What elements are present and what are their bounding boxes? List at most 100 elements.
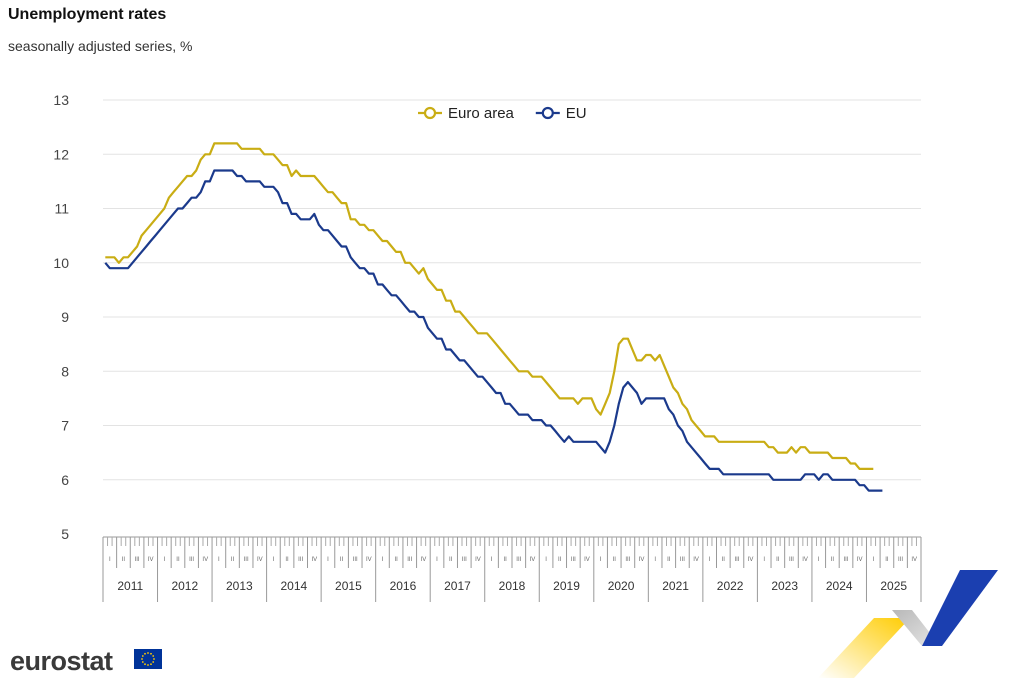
quarter-label: IV — [257, 557, 263, 563]
y-tick-label: 10 — [53, 255, 69, 271]
quarter-label: II — [285, 557, 289, 563]
quarter-label: IV — [475, 557, 481, 563]
series-line[interactable] — [105, 142, 874, 470]
eurostat-logo: eurostat — [10, 646, 113, 676]
quarter-label: III — [407, 557, 412, 563]
quarter-label: II — [776, 557, 780, 563]
y-axis-labels: 5 6 7 8 9 10 11 12 13 — [53, 92, 69, 542]
quarter-label: III — [516, 557, 521, 563]
quarter-label: IV — [857, 557, 863, 563]
quarter-label: I — [327, 557, 329, 563]
quarter-label: I — [491, 557, 493, 563]
year-label: 2015 — [335, 579, 362, 593]
quarter-label: I — [872, 557, 874, 563]
quarter-label: IV — [748, 557, 754, 563]
year-label: 2014 — [281, 579, 308, 593]
year-label: 2024 — [826, 579, 853, 593]
quarter-label: II — [122, 557, 126, 563]
series-lines — [104, 142, 883, 492]
legend-label[interactable]: Euro area — [448, 105, 515, 122]
year-label: 2023 — [771, 579, 798, 593]
quarter-label: II — [613, 557, 617, 563]
quarter-label: IV — [530, 557, 536, 563]
quarter-label: II — [340, 557, 344, 563]
quarter-label: II — [231, 557, 235, 563]
quarter-label: I — [600, 557, 602, 563]
quarter-label: IV — [202, 557, 208, 563]
year-label: 2020 — [608, 579, 635, 593]
quarter-label: III — [189, 557, 194, 563]
quarter-label: I — [654, 557, 656, 563]
legend-label[interactable]: EU — [566, 105, 587, 122]
quarter-label: IV — [802, 557, 808, 563]
quarter-label: II — [394, 557, 398, 563]
year-label: 2018 — [499, 579, 526, 593]
y-tick-label: 11 — [54, 201, 69, 217]
quarter-label: III — [462, 557, 467, 563]
quarter-label: III — [844, 557, 849, 563]
quarter-label: III — [680, 557, 685, 563]
quarter-label: II — [885, 557, 889, 563]
quarter-label: IV — [639, 557, 645, 563]
year-label: 2013 — [226, 579, 253, 593]
legend[interactable]: Euro area EU — [418, 105, 587, 122]
quarter-label: I — [818, 557, 820, 563]
quarter-label: II — [667, 557, 671, 563]
quarter-label: III — [571, 557, 576, 563]
year-label: 2019 — [553, 579, 580, 593]
quarter-label: IV — [311, 557, 317, 563]
year-label: 2017 — [444, 579, 471, 593]
quarter-label: IV — [693, 557, 699, 563]
quarter-label: II — [504, 557, 508, 563]
y-tick-label: 8 — [61, 363, 69, 379]
y-tick-label: 13 — [53, 92, 69, 108]
series-line[interactable] — [104, 169, 883, 492]
quarter-label: III — [898, 557, 903, 563]
quarter-label: IV — [911, 557, 917, 563]
quarter-label: I — [109, 557, 111, 563]
quarter-label: II — [558, 557, 562, 563]
y-tick-label: 9 — [61, 309, 69, 325]
quarter-label: IV — [148, 557, 154, 563]
year-label: 2011 — [117, 579, 143, 593]
chart-subtitle: seasonally adjusted series, % — [8, 38, 193, 54]
y-tick-label: 5 — [61, 526, 69, 542]
y-tick-label: 7 — [61, 418, 69, 434]
y-tick-label: 12 — [53, 146, 69, 162]
y-tick-label: 6 — [61, 472, 69, 488]
year-label: 2021 — [662, 579, 689, 593]
quarter-label: III — [298, 557, 303, 563]
year-label: 2012 — [171, 579, 198, 593]
chart-title: Unemployment rates — [8, 6, 167, 23]
quarter-label: III — [244, 557, 249, 563]
quarter-label: I — [273, 557, 275, 563]
quarter-label: II — [831, 557, 835, 563]
quarter-label: III — [734, 557, 739, 563]
year-label: 2025 — [880, 579, 907, 593]
eu-flag-icon — [134, 649, 162, 669]
quarter-label: III — [789, 557, 794, 563]
quarter-label: III — [135, 557, 140, 563]
gridlines — [103, 99, 921, 481]
quarter-label: IV — [366, 557, 372, 563]
x-axis: I II III IV I II III IV I II III IV I II III IV I II III IV… — [102, 536, 922, 602]
quarter-label: IV — [421, 557, 427, 563]
quarter-label: I — [382, 557, 384, 563]
year-label: 2016 — [390, 579, 417, 593]
quarter-label: III — [625, 557, 630, 563]
quarter-label: II — [449, 557, 453, 563]
quarter-label: I — [545, 557, 547, 563]
quarter-label: III — [353, 557, 358, 563]
legend-marker-icon — [541, 106, 554, 120]
quarter-label: II — [722, 557, 726, 563]
decorative-ribbon-icon — [818, 570, 998, 678]
year-label: 2022 — [717, 579, 744, 593]
quarter-label: I — [709, 557, 711, 563]
legend-marker-icon — [423, 106, 437, 120]
quarter-label: IV — [584, 557, 590, 563]
quarter-label: I — [218, 557, 220, 563]
quarter-label: II — [176, 557, 180, 563]
quarter-label: I — [436, 557, 438, 563]
quarter-label: I — [164, 557, 166, 563]
